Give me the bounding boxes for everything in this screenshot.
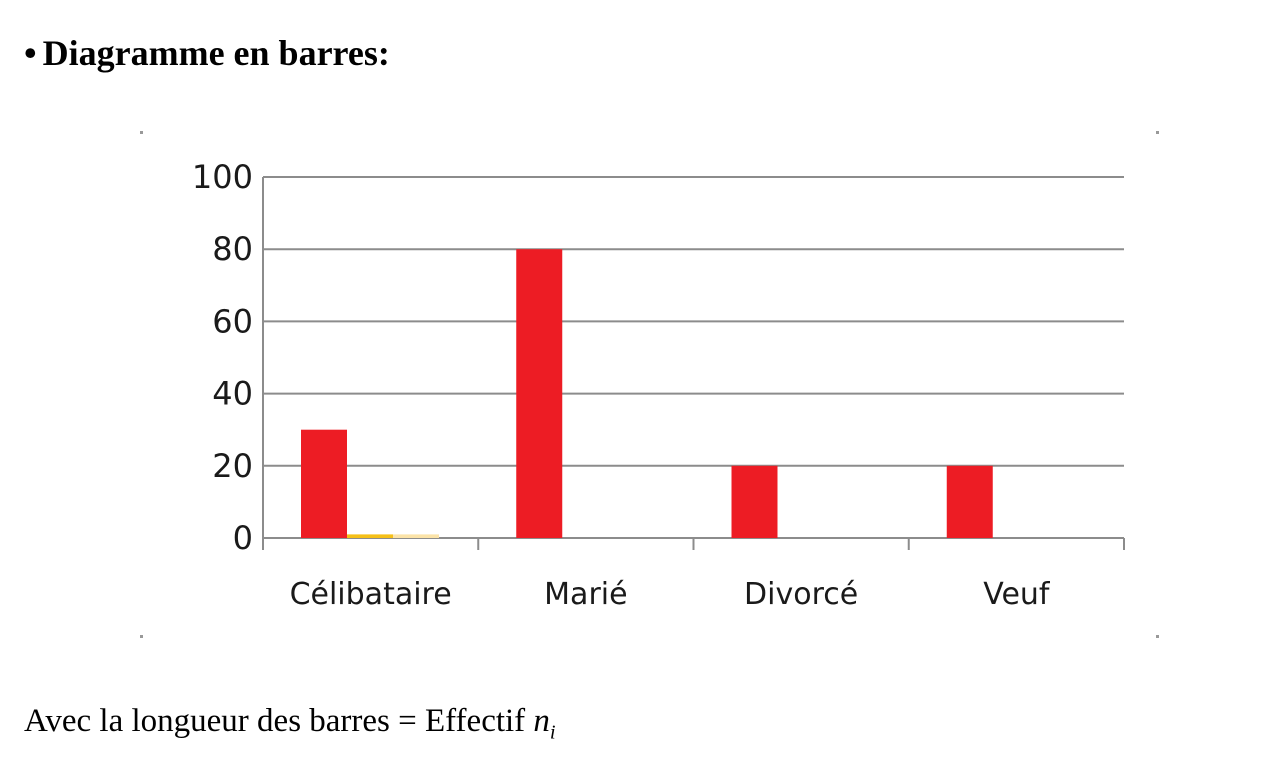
bullet-icon: • [24,33,37,73]
bar-chart: 0 20 40 60 80 100 Célibataire Marié Divorcé Veuf [130,118,1170,648]
y-tick-label: 40 [212,375,253,413]
chart-canvas: 0 20 40 60 80 100 Célibataire Marié Divorcé Veuf [192,158,1125,612]
y-tick-label: 0 [233,519,253,557]
caption-math-variable: n [533,703,550,739]
section-heading: • Diagramme en barres: [24,32,390,75]
bar-c-libataire-series-3 [393,534,439,538]
chart-frame-corner-br [1156,635,1159,638]
caption-math: ni [533,703,555,744]
y-tick-label: 60 [212,302,253,340]
chart-frame-corner-tl [140,131,143,134]
bar-c-libataire-series-2 [347,534,393,538]
heading-text: Diagramme en barres: [42,33,390,73]
bar-veuf-series-1 [946,465,993,538]
y-tick-label: 20 [212,447,253,485]
x-tick-label: Divorcé [744,577,858,612]
caption: Avec la longueur des barres = Effectif n… [24,702,556,745]
y-tick-label: 80 [212,230,253,268]
y-tick-label: 100 [192,158,253,196]
chart-frame-corner-tr [1156,131,1159,134]
bar-mari--series-1 [516,249,563,538]
bar-c-libataire-series-1 [301,429,347,538]
caption-math-subscript: i [549,721,556,744]
caption-text: Avec la longueur des barres = Effectif [24,703,534,739]
x-tick-label: Veuf [983,577,1051,612]
bar-divorc--series-1 [731,465,778,538]
chart-frame-corner-bl [140,635,143,638]
x-tick-label: Célibataire [290,577,452,612]
x-tick-label: Marié [544,577,627,612]
